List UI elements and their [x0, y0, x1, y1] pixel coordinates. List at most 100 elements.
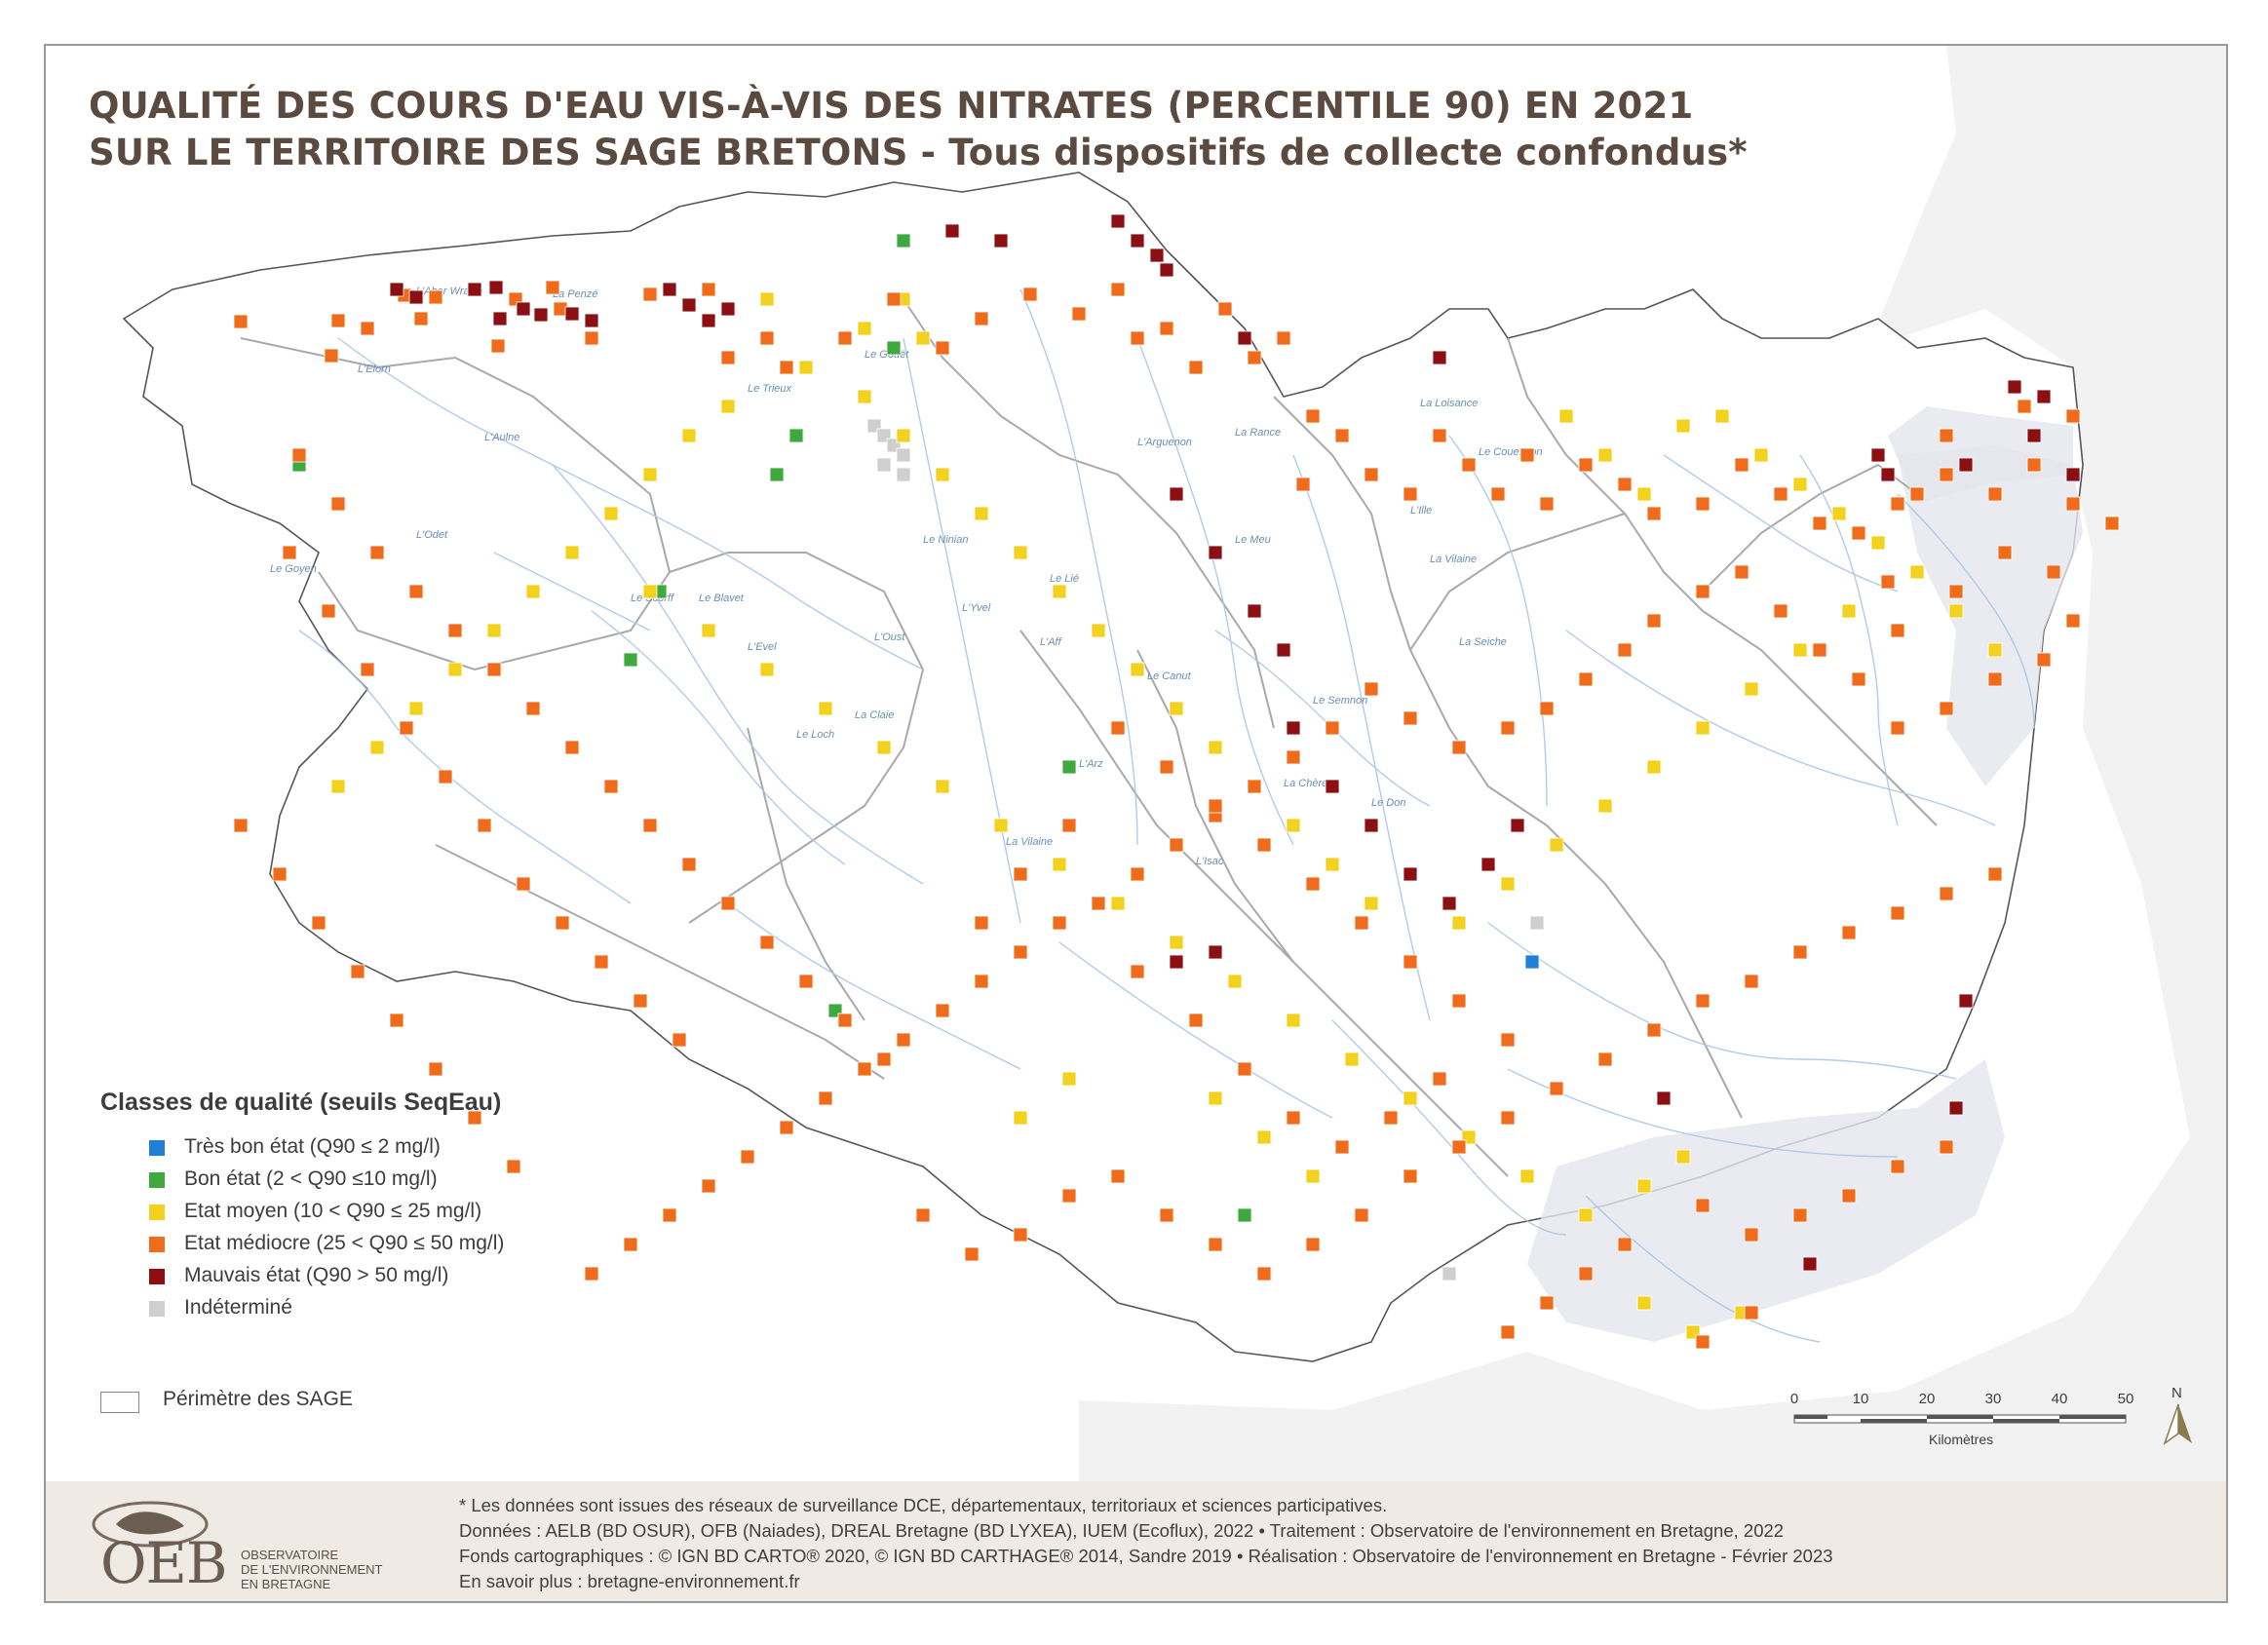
legend-title: Classes de qualité (seuils SeqEau) — [100, 1089, 502, 1116]
station-marker-moyen — [1130, 662, 1145, 677]
station-marker-mediocre — [720, 896, 736, 911]
station-marker-mauvais — [564, 306, 580, 322]
station-marker-mediocre — [935, 340, 950, 356]
station-marker-mauvais — [1169, 954, 1184, 970]
station-marker-mediocre — [1939, 886, 1954, 901]
station-marker-mediocre — [662, 1207, 677, 1223]
river-label-arz: L'Arz — [1079, 758, 1103, 770]
station-marker-mediocre — [1597, 1052, 1613, 1067]
station-marker-moyen — [486, 623, 502, 638]
station-marker-moyen — [1909, 564, 1925, 580]
station-marker-mediocre — [516, 876, 531, 892]
scale-bar: 0 10 20 30 40 50 Kilomètres — [1787, 1391, 2147, 1459]
station-marker-indetermine — [896, 447, 911, 463]
station-marker-mediocre — [233, 314, 249, 329]
station-marker-mediocre — [759, 330, 775, 346]
station-marker-mediocre — [1130, 964, 1145, 979]
station-marker-mediocre — [1061, 818, 1077, 833]
station-marker-mediocre — [1939, 467, 1954, 482]
station-marker-moyen — [642, 584, 658, 599]
station-marker-moyen — [1695, 720, 1711, 736]
station-marker-mediocre — [1286, 749, 1301, 765]
station-marker-mediocre — [1948, 584, 1964, 599]
station-marker-mediocre — [1500, 720, 1516, 736]
station-marker-moyen — [1636, 1295, 1652, 1311]
station-marker-mediocre — [1890, 496, 1905, 512]
station-marker-indetermine — [876, 457, 892, 473]
station-marker-mediocre — [1578, 1266, 1594, 1282]
legend-swatch-mediocre — [149, 1237, 165, 1252]
station-marker-mediocre — [555, 915, 570, 931]
station-marker-mediocre — [1286, 1110, 1301, 1126]
station-marker-moyen — [1646, 759, 1662, 775]
map-title-line-2: SUR LE TERRITOIRE DES SAGE BRETONS - Tou… — [89, 132, 1748, 173]
station-marker-mediocre — [720, 350, 736, 365]
river-label-semnon: Le Semnon — [1313, 695, 1367, 707]
station-marker-moyen — [1792, 477, 1808, 492]
station-marker-moyen — [1364, 896, 1379, 911]
river-label-yvel: L'Yvel — [962, 602, 991, 614]
station-marker-moyen — [525, 584, 541, 599]
station-marker-mediocre — [1695, 496, 1711, 512]
station-marker-mediocre — [1987, 671, 2003, 687]
river-label-canut: Le Canut — [1147, 670, 1192, 682]
station-marker-mediocre — [1773, 603, 1788, 619]
station-marker-mediocre — [1295, 477, 1311, 492]
station-marker-mediocre — [1909, 486, 1925, 502]
station-marker-moyen — [1636, 1178, 1652, 1194]
river-label-penze: La Penzé — [553, 288, 597, 300]
station-marker-indetermine — [1529, 915, 1545, 931]
legend-label-moyen: Etat moyen (10 < Q90 ≤ 25 mg/l) — [184, 1200, 482, 1222]
station-marker-mediocre — [1500, 1324, 1516, 1340]
station-marker-moyen — [1061, 1071, 1077, 1087]
station-marker-moyen — [1208, 1090, 1223, 1106]
station-marker-moyen — [818, 701, 833, 716]
scale-tick-30: 30 — [1984, 1391, 2002, 1407]
station-marker-mediocre — [282, 545, 297, 560]
river-label-loch: Le Loch — [796, 729, 834, 741]
station-marker-mediocre — [1451, 993, 1467, 1009]
station-marker-mediocre — [2026, 457, 2042, 473]
river-label-blavet: Le Blavet — [699, 593, 745, 604]
station-marker-moyen — [1519, 1168, 1535, 1184]
river-label-evel: L'Evel — [748, 641, 777, 653]
station-marker-bon — [886, 340, 902, 356]
station-marker-mauvais — [1237, 330, 1252, 346]
station-marker-mediocre — [330, 313, 346, 328]
river-label-loisance: La Loisance — [1420, 398, 1478, 409]
station-marker-mediocre — [1549, 1081, 1564, 1096]
station-marker-mediocre — [1130, 330, 1145, 346]
station-marker-mauvais — [1130, 233, 1145, 249]
station-marker-mediocre — [837, 330, 853, 346]
station-marker-mauvais — [701, 313, 716, 328]
station-marker-mauvais — [1110, 213, 1126, 229]
station-marker-mediocre — [1646, 613, 1662, 629]
station-marker-mauvais — [408, 289, 424, 305]
station-marker-mediocre — [321, 603, 336, 619]
sage-perimeters — [240, 298, 1938, 1177]
oeb-name-line-1: OBSERVATOIRE — [241, 1548, 339, 1562]
station-marker-moyen — [720, 399, 736, 414]
station-marker-mediocre — [1851, 671, 1866, 687]
station-marker-mediocre — [1539, 496, 1555, 512]
station-marker-mediocre — [740, 1149, 755, 1165]
station-marker-mediocre — [1734, 564, 1749, 580]
station-marker-mediocre — [594, 954, 609, 970]
station-marker-mediocre — [1695, 1198, 1711, 1213]
station-marker-mauvais — [720, 301, 736, 317]
station-marker-moyen — [1208, 740, 1223, 755]
station-marker-mediocre — [1354, 915, 1369, 931]
station-marker-mediocre — [1022, 287, 1038, 302]
station-marker-mediocre — [1403, 710, 1418, 726]
river-label-ille: L'Ille — [1410, 505, 1432, 516]
legend-label-bon: Bon état (2 < Q90 ≤10 mg/l) — [184, 1167, 438, 1190]
station-marker-mediocre — [1987, 486, 2003, 502]
station-marker-mauvais — [2036, 389, 2052, 404]
station-marker-mediocre — [1403, 486, 1418, 502]
station-marker-bon — [769, 467, 785, 482]
station-marker-mediocre — [369, 545, 385, 560]
river-label-aulne: L'Aulne — [484, 432, 519, 443]
river-label-sage-vilaine: La Vilaine — [1006, 836, 1053, 848]
station-marker-mediocre — [1403, 1168, 1418, 1184]
station-marker-mediocre — [701, 1178, 716, 1194]
